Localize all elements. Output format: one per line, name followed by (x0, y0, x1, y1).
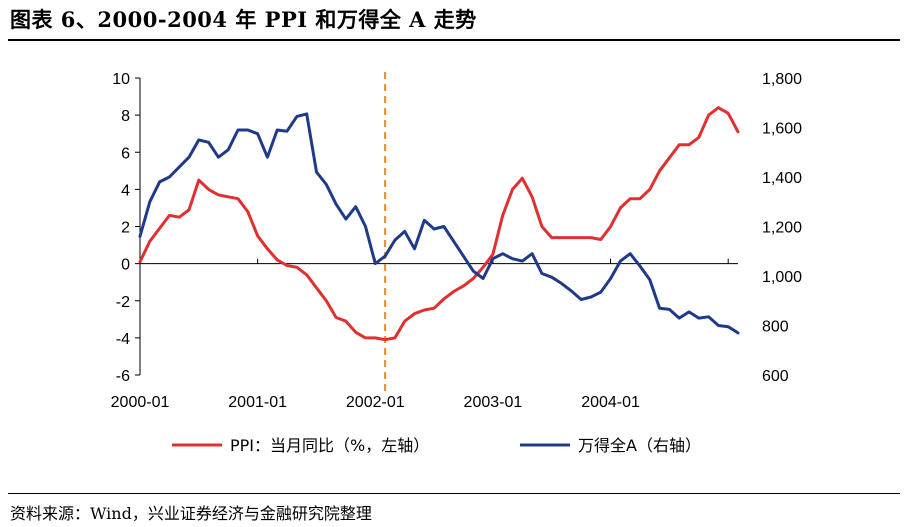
left-axis-tick-label: 8 (121, 108, 130, 125)
right-axis-tick-label: 1,400 (762, 170, 802, 187)
legend-label: 万得全A（右轴） (578, 436, 701, 455)
left-axis-tick-label: -2 (116, 294, 130, 311)
right-axis-tick-label: 1,800 (762, 71, 802, 88)
left-axis-tick-label: 2 (121, 220, 130, 237)
right-axis-tick-label: 1,600 (762, 121, 802, 138)
ppi-series-line (138, 106, 740, 342)
right-axis-tick-label: 800 (762, 319, 789, 336)
title-rule (8, 39, 900, 41)
x-axis-tick-label: 2004-01 (581, 394, 640, 411)
source-note: 资料来源：Wind，兴业证券经济与金融研究院整理 (10, 504, 372, 523)
x-axis-tick-label: 2003-01 (464, 394, 523, 411)
left-axis-tick-label: -6 (116, 368, 130, 385)
wind-a-series-line (138, 112, 740, 335)
x-axis-tick-label: 2001-01 (228, 394, 287, 411)
x-axis-tick-label: 2002-01 (346, 394, 405, 411)
legend-label: PPI：当月同比（%，左轴） (230, 436, 429, 455)
right-axis-tick-label: 1,000 (762, 269, 802, 286)
right-axis-tick-label: 1,200 (762, 220, 802, 237)
left-axis-tick-label: 4 (121, 182, 130, 199)
left-axis-tick-label: 0 (121, 257, 130, 274)
source-rule (8, 493, 900, 494)
left-axis-tick-label: 6 (121, 145, 130, 162)
x-axis-tick-label: 2000-01 (111, 394, 170, 411)
right-axis-tick-label: 600 (762, 368, 789, 385)
line-chart: 10 8 6 4 2 0 -2 -4 -6 1,800 1,600 1,400 1,200 1,000 80… (111, 71, 803, 455)
left-axis-tick-label: -4 (116, 331, 130, 348)
left-axis-tick-label: 10 (112, 71, 130, 88)
chart-title: 图表 6、2000-2004 年 PPI 和万得全 A 走势 (10, 7, 477, 32)
